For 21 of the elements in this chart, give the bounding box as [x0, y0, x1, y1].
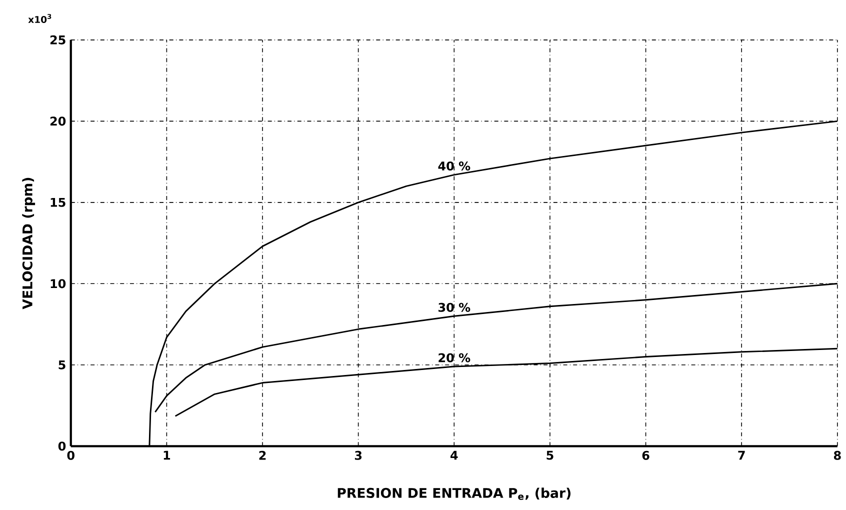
text: x10$^{3}$ [28, 14, 52, 24]
x-tick-label: 3 [354, 450, 362, 460]
x-tick-label: 7 [738, 450, 745, 460]
x-tick-label: 2 [259, 450, 266, 460]
series-label: 30 % [438, 302, 470, 312]
x-tick-label: 5 [546, 450, 554, 460]
y-tick-label: 0 [58, 442, 66, 451]
y-tick-label: 25 [50, 35, 66, 44]
y-tick-label: 10 [50, 279, 66, 288]
series-label: 20 % [438, 353, 470, 362]
y-tick-label: 5 [58, 360, 66, 370]
series-label: 40 % [438, 161, 470, 171]
x-axis-title: PRESION DE ENTRADA P$_{e}$, (bar) [338, 488, 570, 500]
x-tick-label: 6 [642, 450, 650, 460]
x-tick-label: 1 [164, 450, 170, 460]
x-tick-label: 8 [834, 450, 841, 460]
y-tick-label: 20 [50, 116, 66, 126]
y-axis-title: VELOCIDAD (rpm) [22, 178, 36, 310]
y-tick-label: 15 [50, 198, 66, 207]
x-tick-label: 4 [450, 450, 458, 460]
x-tick-label: 0 [67, 450, 74, 460]
